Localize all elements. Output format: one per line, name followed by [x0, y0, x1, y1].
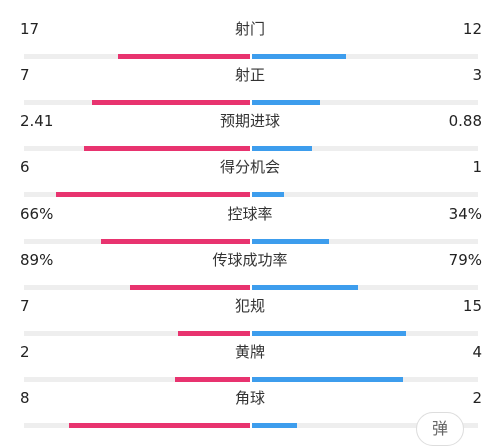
away-bar — [252, 423, 297, 428]
away-bar — [252, 239, 329, 244]
home-stat-value: 8 — [20, 389, 30, 407]
home-bar-track — [24, 239, 250, 244]
home-stat-value: 6 — [20, 158, 30, 176]
home-stat-value: 66% — [20, 205, 54, 223]
away-bar — [252, 192, 284, 197]
home-bar — [56, 192, 250, 197]
home-bar-track — [24, 192, 250, 197]
away-stat-value: 79% — [448, 251, 482, 269]
stat-row: 2 黄牌 4 — [0, 343, 500, 389]
stat-row: 6 得分机会 1 — [0, 158, 500, 204]
away-bar — [252, 54, 346, 59]
home-bar — [84, 146, 250, 151]
home-bar — [130, 285, 250, 290]
stat-label: 传球成功率 — [212, 251, 288, 269]
home-bar-track — [24, 285, 250, 290]
home-bar-track — [24, 331, 250, 336]
away-stat-value: 4 — [472, 343, 482, 361]
home-bar — [178, 331, 250, 336]
home-stat-value: 89% — [20, 251, 54, 269]
away-bar — [252, 285, 358, 290]
away-stat-value: 0.88 — [448, 112, 482, 130]
stat-label: 角球 — [234, 389, 265, 407]
stat-label: 得分机会 — [219, 158, 280, 176]
home-bar — [101, 239, 250, 244]
away-bar-track — [252, 239, 478, 244]
away-bar-track — [252, 285, 478, 290]
away-stat-value: 12 — [462, 20, 482, 38]
home-bar-track — [24, 54, 250, 59]
home-bar-track — [24, 377, 250, 382]
away-bar-track — [252, 377, 478, 382]
away-bar-track — [252, 146, 478, 151]
away-bar-track — [252, 100, 478, 105]
away-bar-track — [252, 423, 478, 428]
stat-label: 射正 — [234, 66, 265, 84]
away-bar — [252, 146, 312, 151]
away-bar — [252, 100, 320, 105]
away-stat-value: 34% — [448, 205, 482, 223]
stat-label: 犯规 — [234, 297, 265, 315]
home-bar-track — [24, 423, 250, 428]
home-bar — [69, 423, 250, 428]
stat-row: 89% 传球成功率 79% — [0, 251, 500, 297]
away-bar-track — [252, 54, 478, 59]
home-stat-value: 17 — [20, 20, 40, 38]
home-bar-track — [24, 100, 250, 105]
home-stat-value: 2.41 — [20, 112, 54, 130]
stat-row: 17 射门 12 — [0, 20, 500, 66]
stat-label: 射门 — [234, 20, 265, 38]
home-stat-value: 2 — [20, 343, 30, 361]
away-bar — [252, 377, 403, 382]
home-bar-track — [24, 146, 250, 151]
away-bar — [252, 331, 406, 336]
away-stat-value: 2 — [472, 389, 482, 407]
away-stat-value: 15 — [462, 297, 482, 315]
stat-row: 7 射正 3 — [0, 66, 500, 112]
home-bar — [92, 100, 250, 105]
away-bar-track — [252, 192, 478, 197]
stat-label: 控球率 — [227, 205, 273, 223]
stat-row: 2.41 预期进球 0.88 — [0, 112, 500, 158]
stat-row: 8 角球 2 — [0, 389, 500, 435]
stat-row: 7 犯规 15 — [0, 297, 500, 343]
away-stat-value: 3 — [472, 66, 482, 84]
home-bar — [175, 377, 250, 382]
home-stat-value: 7 — [20, 66, 30, 84]
stat-label: 黄牌 — [234, 343, 265, 361]
danmu-toggle-button[interactable]: 弹 — [416, 412, 464, 446]
home-stat-value: 7 — [20, 297, 30, 315]
away-stat-value: 1 — [472, 158, 482, 176]
away-bar-track — [252, 331, 478, 336]
stat-label: 预期进球 — [219, 112, 280, 130]
stat-row: 66% 控球率 34% — [0, 205, 500, 251]
home-bar — [118, 54, 250, 59]
